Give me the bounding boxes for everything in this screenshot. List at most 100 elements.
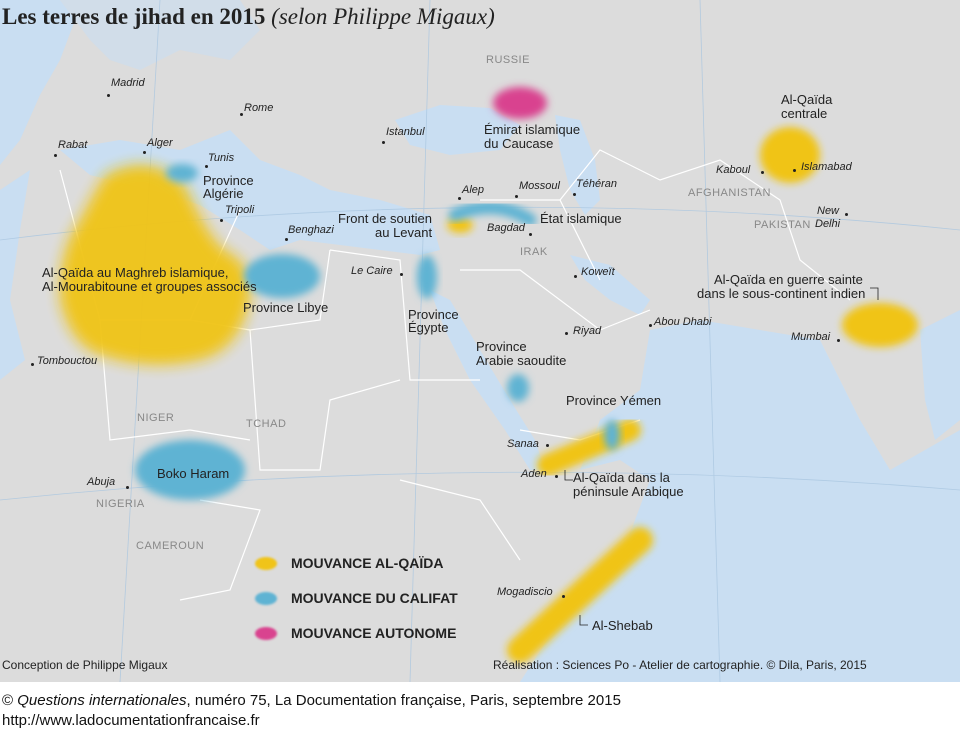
label-province-algerie-2: Algérie xyxy=(203,186,244,201)
city-abou-dhabi: Abou Dhabi xyxy=(654,316,712,328)
city-dot xyxy=(562,595,565,598)
city-dot xyxy=(205,165,208,168)
city-dot xyxy=(240,113,243,116)
credit-conception: Conception de Philippe Migaux xyxy=(2,658,168,672)
city-tombouctou: Tombouctou xyxy=(37,355,98,367)
city-benghazi: Benghazi xyxy=(288,224,334,236)
country-pakistan: PAKISTAN xyxy=(754,219,811,231)
city-dot xyxy=(649,324,652,327)
label-alqaida-centrale-2: centrale xyxy=(781,106,828,121)
country-niger: NIGER xyxy=(137,412,175,424)
city-riyad: Riyad xyxy=(573,325,602,337)
zone-province-libye xyxy=(244,254,320,298)
map-subtitle: (selon Philippe Migaux) xyxy=(271,4,495,29)
city-dot xyxy=(126,486,129,489)
zone-province-egypte xyxy=(417,255,437,299)
city-dot xyxy=(382,141,385,144)
city-mumbai: Mumbai xyxy=(791,331,831,343)
city-new-delhi-1: New xyxy=(817,205,840,217)
arabian-sea xyxy=(520,320,960,682)
city-dot xyxy=(529,233,532,236)
label-province-yemen: Province Yémen xyxy=(566,393,662,408)
label-front-2: au Levant xyxy=(375,225,433,240)
city-dot xyxy=(143,151,146,154)
label-caucase-2: du Caucase xyxy=(484,136,554,151)
zone-province-algerie xyxy=(166,164,198,182)
credit-realisation: Réalisation : Sciences Po - Atelier de c… xyxy=(493,658,867,672)
city-le-caire: Le Caire xyxy=(351,265,393,277)
city-rabat: Rabat xyxy=(58,139,88,151)
legend-label-autonome: MOUVANCE AUTONOME xyxy=(291,625,457,641)
city-dot xyxy=(107,94,110,97)
city-tunis: Tunis xyxy=(208,152,235,164)
atlantic-ocean-south xyxy=(0,170,30,380)
city-sanaa: Sanaa xyxy=(507,438,539,450)
label-aqpa-1: Al-Qaïda dans la xyxy=(573,470,670,485)
city-islamabad: Islamabad xyxy=(801,161,852,173)
label-province-arabie-1: Province xyxy=(476,339,527,354)
city-dot xyxy=(285,238,288,241)
footer-publication: Questions internationales xyxy=(17,692,187,709)
label-caucase-1: Émirat islamique xyxy=(484,122,581,137)
map: Les terres de jihad en 2015 (selon Phili… xyxy=(0,0,960,682)
country-russie: RUSSIE xyxy=(486,54,530,66)
label-province-egypte-2: Égypte xyxy=(408,320,449,335)
legend-label-al-qaida: MOUVANCE AL-QAÏDA xyxy=(291,555,444,571)
zones xyxy=(59,87,918,663)
city-aden: Aden xyxy=(521,468,547,480)
zone-alqaida-centrale xyxy=(760,127,820,183)
city-mossoul: Mossoul xyxy=(519,180,560,192)
footer-copyright: © xyxy=(2,692,18,709)
city-madrid: Madrid xyxy=(111,77,145,89)
city-dot xyxy=(845,213,848,216)
legend-swatch-al-qaida xyxy=(255,557,277,570)
city-kaboul: Kaboul xyxy=(716,164,751,176)
city-dot xyxy=(555,475,558,478)
label-al-shebab: Al-Shebab xyxy=(592,618,653,633)
city-teheran: Téhéran xyxy=(576,178,617,190)
footer-url[interactable]: http://www.ladocumentationfrancaise.fr xyxy=(2,712,260,729)
legend-label-califat: MOUVANCE DU CALIFAT xyxy=(291,590,458,606)
city-koweit: Koweït xyxy=(581,266,615,278)
zone-boko-haram xyxy=(135,440,245,500)
country-cameroun: CAMEROUN xyxy=(136,540,205,552)
mediterranean-sea xyxy=(60,130,440,255)
label-province-libye: Province Libye xyxy=(243,300,329,315)
map-title: Les terres de jihad en 2015 (selon Phili… xyxy=(2,4,495,29)
legend-swatch-autonome xyxy=(255,627,277,640)
zone-aqis xyxy=(842,303,918,347)
city-dot xyxy=(31,363,34,366)
country-tchad: TCHAD xyxy=(246,418,287,430)
persian-gulf xyxy=(570,255,650,315)
zone-al-shebab xyxy=(507,527,653,663)
city-dot xyxy=(458,197,461,200)
label-province-algerie-1: Province xyxy=(203,173,254,188)
city-dot xyxy=(515,195,518,198)
city-bagdad: Bagdad xyxy=(487,222,525,234)
city-dot xyxy=(546,444,549,447)
footer-citation: © Questions internationales, numéro 75, … xyxy=(2,692,621,709)
city-dot xyxy=(837,339,840,342)
city-new-delhi-2: Delhi xyxy=(815,218,841,230)
label-alqaida-centrale-1: Al-Qaïda xyxy=(781,92,833,107)
label-aqpa-2: péninsule Arabique xyxy=(573,484,684,499)
city-alep: Alep xyxy=(462,184,485,196)
city-dot xyxy=(220,219,223,222)
zone-etat-islamique xyxy=(448,201,537,227)
label-aqis-1: Al-Qaïda en guerre sainte xyxy=(714,272,863,287)
zone-caucase xyxy=(493,87,547,119)
label-aqis-2: dans le sous-continent indien xyxy=(697,286,866,301)
label-province-egypte-1: Province xyxy=(408,307,459,322)
atlantic-ocean xyxy=(0,0,75,165)
city-dot xyxy=(565,332,568,335)
leader-lines xyxy=(564,287,879,626)
city-abuja: Abuja xyxy=(87,476,116,488)
label-aqmi-1: Al-Qaïda au Maghreb islamique, xyxy=(42,265,229,280)
city-istanbul: Istanbul xyxy=(386,126,425,138)
footer-details: , numéro 75, La Documentation française,… xyxy=(186,692,621,709)
label-boko-haram: Boko Haram xyxy=(157,466,230,481)
legend-swatch-califat xyxy=(255,592,277,605)
city-dot xyxy=(54,154,57,157)
city-mogadiscio: Mogadiscio xyxy=(497,586,553,598)
label-front-1: Front de soutien xyxy=(338,211,432,226)
